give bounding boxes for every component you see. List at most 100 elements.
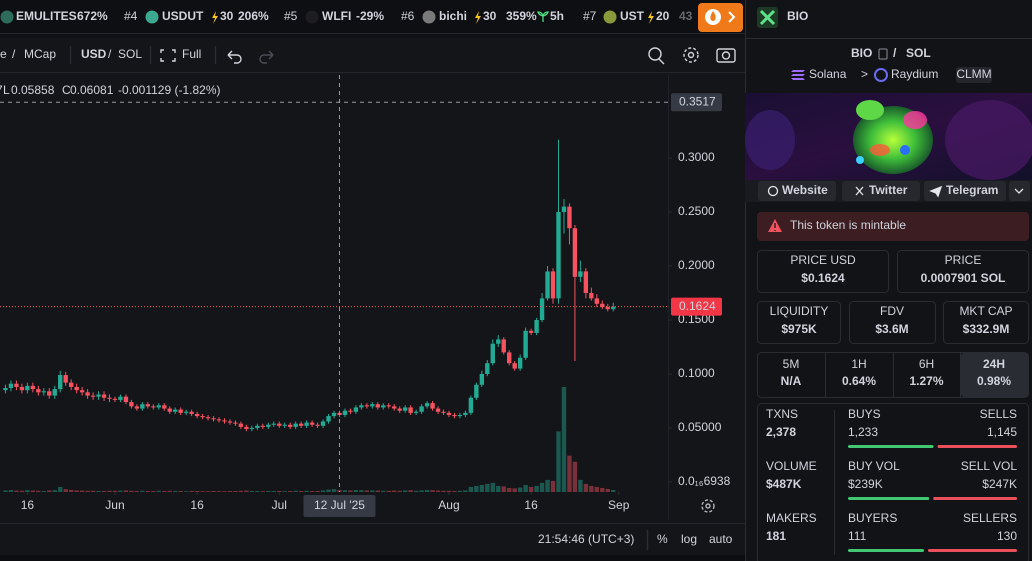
candle-body [19, 386, 25, 391]
x-icon [855, 186, 864, 196]
volume-bar [435, 490, 441, 492]
volume-bar [222, 491, 227, 492]
y-tick-label: 0.1500 [678, 312, 715, 326]
stat-buy: 111 [848, 529, 867, 543]
candle-body [430, 403, 435, 409]
candle-body [320, 421, 326, 426]
volume-bar [19, 490, 25, 492]
link-label[interactable]: Telegram [946, 183, 998, 197]
timeframe-label[interactable]: 1H [851, 357, 866, 371]
candle-body [79, 390, 85, 393]
fullscreen-icon[interactable] [160, 49, 176, 62]
toolbar-item[interactable]: e [0, 47, 7, 61]
volume-bar [359, 490, 364, 492]
candle-body [545, 271, 550, 299]
candle-body [534, 319, 539, 333]
candle-body [68, 382, 74, 387]
candle-body [271, 423, 276, 425]
ticker-bar [0, 0, 745, 33]
timeframe-label[interactable]: 5M [783, 357, 800, 371]
volume-bar [178, 490, 183, 492]
volume-bar [567, 455, 572, 492]
trending-button[interactable] [698, 3, 743, 32]
fire-icon [710, 11, 716, 21]
volume-bar [173, 490, 178, 492]
ticker-rank: #4 [124, 9, 138, 23]
volume-bar [189, 490, 194, 492]
banner-shape [945, 100, 1032, 180]
token-icon [757, 7, 778, 28]
camera-icon[interactable] [716, 48, 736, 63]
screener-icon[interactable] [648, 47, 662, 61]
toolbar-item[interactable]: MCap [24, 47, 56, 61]
candle-body [507, 352, 512, 364]
volume-bar [353, 489, 359, 492]
toolbar-item[interactable]: Full [182, 47, 201, 61]
stat-buy: 1,233 [848, 425, 878, 439]
toolbar-item[interactable]: USD [81, 47, 107, 61]
volume-bar [85, 490, 90, 492]
timeframe-label[interactable]: 24H [983, 357, 1005, 371]
candle-body [178, 409, 183, 413]
stat-label: BUY VOL [848, 459, 900, 473]
volume-bar [162, 490, 167, 492]
scale-option[interactable]: auto [709, 532, 733, 546]
volume-bar [523, 484, 528, 492]
x-tick-label: 16 [524, 498, 538, 512]
sell-bar [937, 445, 1017, 448]
timeframe-active [961, 353, 1028, 397]
ticker-name[interactable]: UST [620, 9, 645, 23]
volume-bar [315, 490, 320, 492]
candle-body [162, 405, 167, 409]
link-button[interactable] [842, 181, 920, 201]
axis-settings-icon[interactable] [701, 499, 715, 513]
x-tick-label: Aug [438, 498, 459, 512]
telegram-icon [929, 185, 943, 198]
scale-option[interactable]: log [681, 532, 697, 546]
link-button[interactable] [924, 181, 1006, 201]
timeframe-change: 0.98% [977, 374, 1011, 388]
volume-bar [309, 490, 315, 492]
ticker-name[interactable]: EMULITES [16, 9, 77, 23]
stat-total: $487K [766, 477, 802, 491]
link-button[interactable] [758, 181, 836, 201]
undo-icon[interactable] [227, 50, 242, 64]
age-icon [537, 11, 549, 22]
ticker-icon [422, 10, 436, 24]
settings-icon[interactable] [683, 47, 699, 63]
ticker-name[interactable]: bichi [439, 9, 467, 23]
pair-sep: / [893, 46, 897, 60]
toolbar-sep: / [12, 47, 16, 61]
candle-body [211, 418, 216, 420]
copy-icon[interactable] [878, 48, 888, 60]
candle-body [435, 408, 441, 412]
candle-body [118, 396, 123, 400]
candle-body [58, 375, 63, 390]
ticker-rank: #5 [284, 9, 298, 23]
candle-body [304, 422, 309, 426]
timeframe-label[interactable]: 6H [919, 357, 934, 371]
scale-option[interactable]: % [657, 532, 668, 546]
stat-sell: 130 [997, 529, 1017, 543]
link-label[interactable]: Website [782, 183, 828, 197]
ticker-name[interactable]: USDUT [162, 9, 204, 23]
toolbar-sep: / [108, 47, 112, 61]
link-label[interactable]: Twitter [869, 183, 908, 197]
volume-bar [419, 490, 424, 492]
banner-shape [856, 156, 864, 164]
warning-box [757, 212, 1029, 241]
volume-bar [129, 490, 134, 492]
candle-body [331, 412, 337, 417]
metric-value: $3.6M [875, 322, 908, 336]
candle-body [370, 404, 375, 407]
ticker-age: 5h [550, 9, 564, 23]
ticker-name[interactable]: WLFI [322, 9, 351, 23]
volume-bar [101, 490, 107, 492]
settings-icon [687, 51, 695, 59]
volume-bar [30, 490, 36, 492]
timeframe-change: N/A [781, 374, 802, 388]
toolbar-item[interactable]: SOL [118, 47, 142, 61]
link-button[interactable] [1009, 181, 1030, 201]
volume-bar [194, 490, 200, 492]
volume-bar [474, 485, 479, 492]
